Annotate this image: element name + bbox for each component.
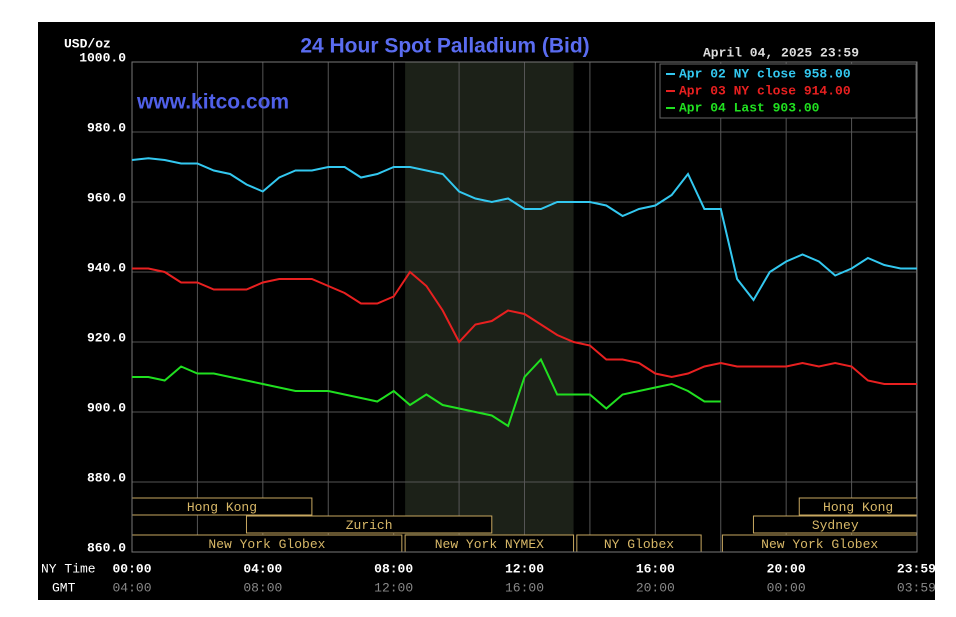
series-line bbox=[131, 157, 917, 302]
y-axis-label: USD/oz bbox=[64, 36, 111, 51]
legend-box bbox=[659, 63, 917, 119]
x-tick-label: 16:00 bbox=[636, 561, 675, 576]
timestamp: April 04, 2025 23:59 bbox=[703, 45, 859, 60]
session-label: New York NYMEX bbox=[435, 537, 544, 552]
session-label: NY Globex bbox=[604, 537, 674, 552]
x-tick-label: 00:00 bbox=[112, 561, 151, 576]
x-tick-label-gmt: 03:59 bbox=[897, 580, 936, 595]
y-tick-label: 860.0 bbox=[87, 540, 126, 555]
x-tick-label-gmt: 16:00 bbox=[505, 580, 544, 595]
legend-label: Apr 04 Last 903.00 bbox=[679, 100, 820, 115]
y-tick-label: 900.0 bbox=[87, 400, 126, 415]
session-box bbox=[245, 515, 493, 534]
x-tick-label-gmt: 08:00 bbox=[243, 580, 282, 595]
x-tick-label-gmt: 00:00 bbox=[767, 580, 806, 595]
x-tick-label: 20:00 bbox=[767, 561, 806, 576]
watermark: www.kitco.com bbox=[136, 91, 289, 114]
plot-layer bbox=[131, 61, 918, 553]
legend-label: Apr 02 NY close 958.00 bbox=[679, 66, 851, 81]
y-tick-label: 880.0 bbox=[87, 470, 126, 485]
shaded-span bbox=[405, 62, 574, 552]
y-tick-label: 920.0 bbox=[87, 330, 126, 345]
session-label: New York Globex bbox=[208, 537, 325, 552]
x-tick-label: 12:00 bbox=[505, 561, 544, 576]
x-row-label: NY Time bbox=[41, 561, 96, 576]
x-tick-label: 04:00 bbox=[243, 561, 282, 576]
x-tick-label-gmt: 04:00 bbox=[112, 580, 151, 595]
y-tick-label: 980.0 bbox=[87, 120, 126, 135]
chart-title: 24 Hour Spot Palladium (Bid) bbox=[300, 35, 589, 58]
x-tick-label-gmt: 20:00 bbox=[636, 580, 675, 595]
series-line bbox=[132, 357, 721, 428]
session-label: Hong Kong bbox=[823, 500, 893, 515]
legend-label: Apr 03 NY close 914.00 bbox=[679, 83, 851, 98]
y-tick-label: 960.0 bbox=[87, 190, 126, 205]
x-tick-label: 08:00 bbox=[374, 561, 413, 576]
y-tick-label: 940.0 bbox=[87, 260, 126, 275]
session-label: Hong Kong bbox=[187, 500, 257, 515]
session-label: Zurich bbox=[346, 518, 393, 533]
session-label: New York Globex bbox=[761, 537, 878, 552]
y-tick-label: 1000.0 bbox=[79, 50, 126, 65]
x-tick-label: 23:59 bbox=[897, 561, 936, 576]
session-label: Sydney bbox=[812, 518, 859, 533]
series-line bbox=[132, 267, 917, 385]
x-row-label: GMT bbox=[52, 580, 76, 595]
plot-frame bbox=[131, 61, 918, 553]
x-tick-label-gmt: 12:00 bbox=[374, 580, 413, 595]
